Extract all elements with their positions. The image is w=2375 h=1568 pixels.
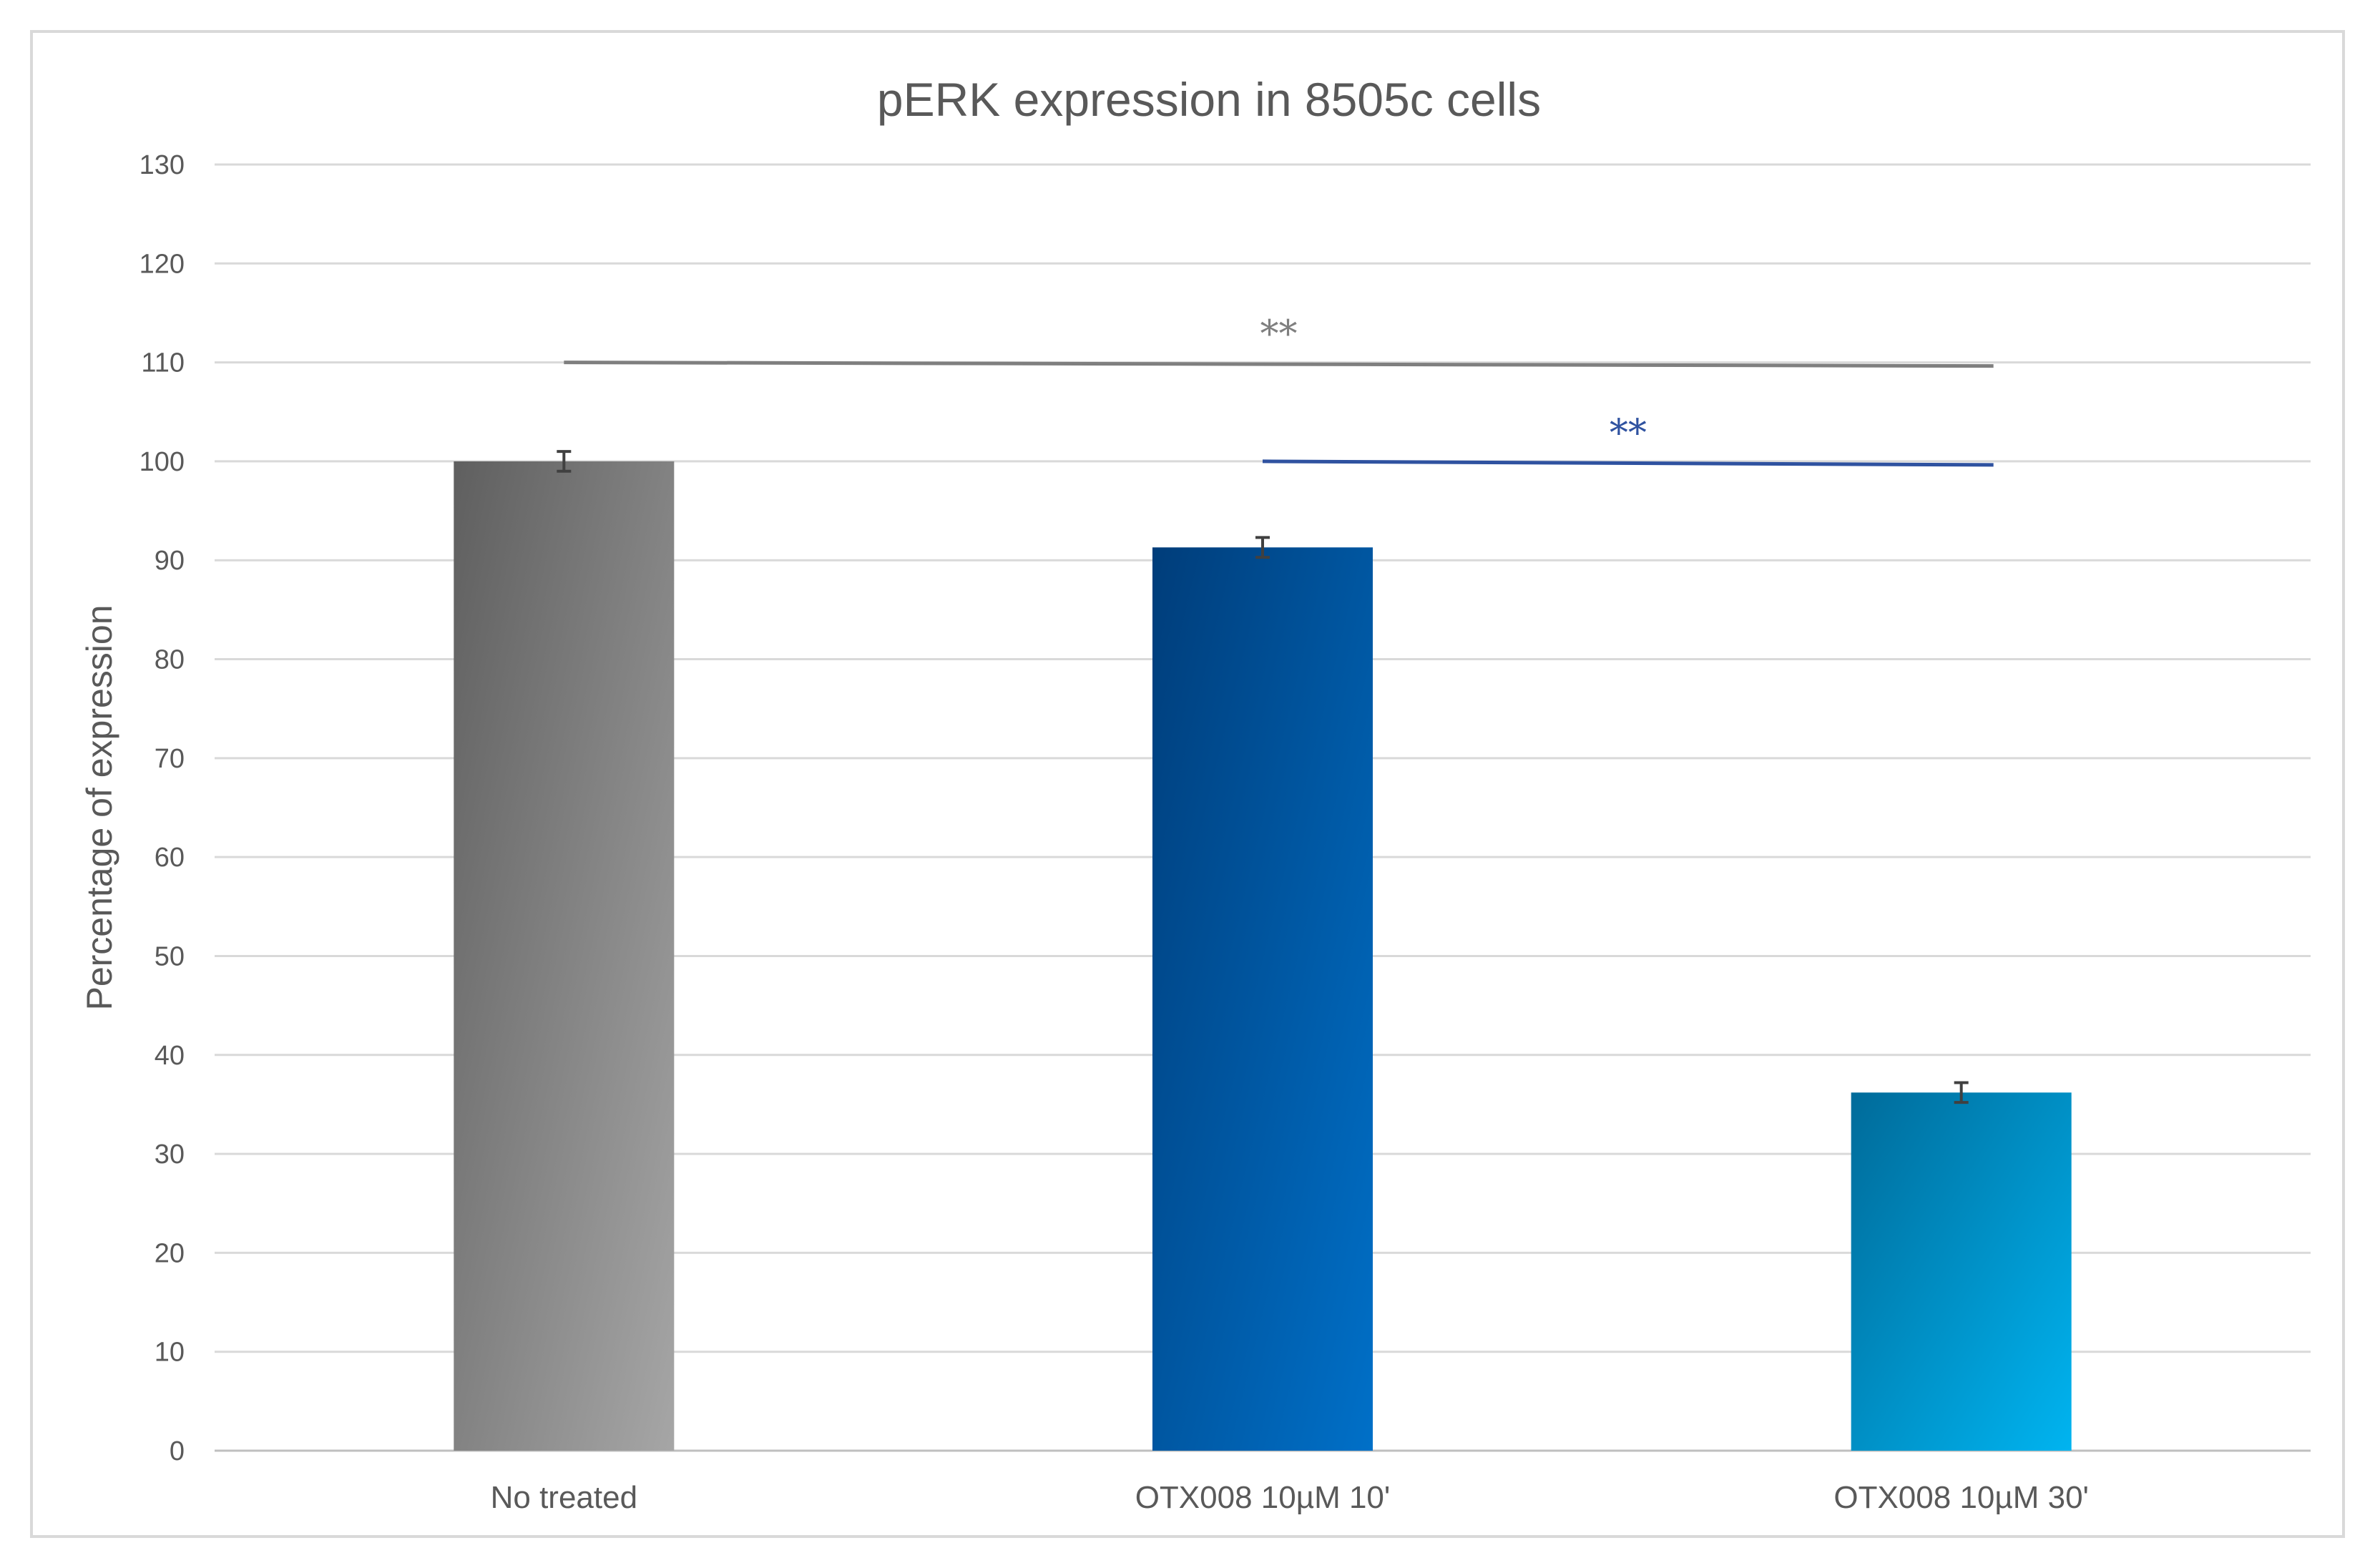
y-tick-label: 20 <box>155 1238 185 1268</box>
y-tick-label: 40 <box>155 1041 185 1071</box>
chart-title: pERK expression in 8505c cells <box>877 73 1541 126</box>
error-bar <box>557 450 572 473</box>
significance-label: ** <box>1260 313 1298 356</box>
y-tick-label: 70 <box>155 744 185 774</box>
x-category-label: OTX008 10µM 10' <box>1135 1480 1391 1515</box>
y-tick-label: 30 <box>155 1140 185 1170</box>
y-tick-label: 110 <box>141 348 185 378</box>
y-tick-label: 130 <box>139 150 185 180</box>
bars <box>454 461 2072 1451</box>
x-axis-categories: No treated OTX008 10µM 10' OTX008 10µM 30' <box>491 1480 2089 1515</box>
bar <box>1152 547 1373 1451</box>
x-category-label: OTX008 10µM 30' <box>1833 1480 2089 1515</box>
error-bar <box>1954 1081 1969 1104</box>
y-tick-label: 100 <box>139 447 185 477</box>
y-axis-title: Percentage of expression <box>79 604 119 1010</box>
y-axis-ticks: 0 10 20 30 40 50 60 70 80 90 100 110 120 130 <box>139 150 185 1466</box>
y-tick-label: 60 <box>155 843 185 873</box>
bar <box>454 461 675 1451</box>
y-tick-label: 120 <box>139 249 185 279</box>
error-bars <box>557 450 1969 1104</box>
error-bar <box>1255 536 1270 559</box>
significance-line <box>564 361 1994 368</box>
y-tick-label: 90 <box>155 546 185 576</box>
y-tick-label: 50 <box>155 941 185 971</box>
significance-line <box>1262 459 1994 467</box>
significance-annotations: ** ** <box>564 313 1994 467</box>
y-tick-label: 80 <box>155 645 185 675</box>
y-tick-label: 0 <box>170 1436 185 1466</box>
significance-label: ** <box>1610 412 1647 455</box>
bar <box>1851 1092 2072 1451</box>
y-tick-label: 10 <box>155 1338 185 1368</box>
x-category-label: No treated <box>491 1480 637 1515</box>
